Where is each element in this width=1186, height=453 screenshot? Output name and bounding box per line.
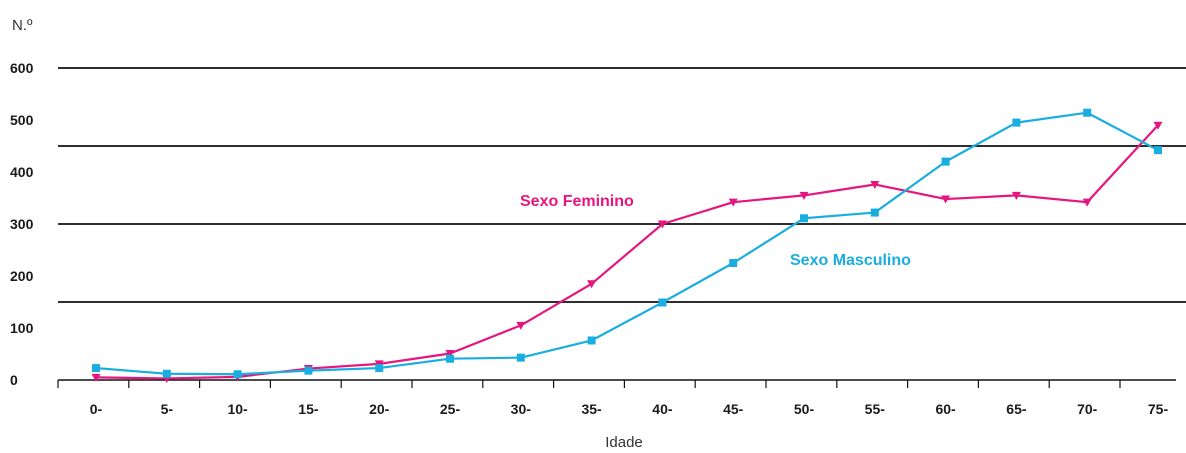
series-sexo-feminino — [91, 121, 1163, 383]
x-axis — [57, 379, 1176, 388]
y-tick-label: 600 — [10, 60, 34, 76]
x-tick-label: 60- — [935, 401, 956, 417]
x-tick-label: 25- — [440, 401, 461, 417]
data-point — [1082, 198, 1092, 207]
x-tick-label: 10- — [227, 401, 248, 417]
x-tick-labels: 0- 5- 10- 15- 20- 25- 30- 35- 40- 45- 50- 55- 60- 65-… — [90, 401, 1169, 417]
data-point — [446, 354, 454, 363]
series-line — [95, 124, 1159, 380]
series-label-sexo-feminino: Sexo Feminino — [520, 193, 634, 210]
x-tick-label: 35- — [581, 401, 602, 417]
x-axis-title: Idade — [605, 434, 643, 451]
x-tick-label: 15- — [298, 401, 319, 417]
data-point — [233, 370, 242, 379]
data-point — [657, 220, 667, 229]
x-tick-label: 65- — [1006, 401, 1027, 417]
data-point — [375, 364, 384, 373]
data-point — [516, 353, 525, 362]
data-point — [1011, 191, 1021, 200]
data-point — [516, 321, 526, 330]
data-point — [587, 336, 596, 345]
data-point — [1012, 118, 1021, 127]
data-point — [870, 180, 880, 189]
y-tick-label: 100 — [10, 320, 34, 336]
x-tick-label: 20- — [369, 401, 390, 417]
data-point — [658, 298, 667, 307]
horizontal-lines — [58, 67, 1186, 303]
x-tick-label: 75- — [1148, 401, 1169, 417]
y-tick-label: 500 — [10, 112, 34, 128]
data-point — [445, 349, 455, 358]
y-axis-title: N.º — [12, 17, 33, 34]
x-tick-label: 70- — [1077, 401, 1098, 417]
y-tick-label: 300 — [10, 216, 34, 232]
data-point — [1153, 121, 1163, 130]
series-sexo-masculino — [92, 108, 1162, 379]
x-tick-label: 5- — [161, 401, 174, 417]
data-point — [162, 369, 171, 378]
x-tick-label: 55- — [865, 401, 886, 417]
data-point — [304, 366, 313, 375]
x-tick-label: 0- — [90, 401, 103, 417]
y-tick-label: 0 — [10, 372, 18, 388]
y-tick-labels: 0 100 200 300 400 500 600 — [10, 60, 34, 388]
x-tick-label: 45- — [723, 401, 744, 417]
data-point — [941, 157, 950, 166]
series-group — [91, 108, 1163, 383]
series-line — [95, 111, 1159, 376]
x-tick-label: 50- — [794, 401, 815, 417]
series-label-sexo-masculino: Sexo Masculino — [790, 252, 911, 269]
y-tick-label: 400 — [10, 164, 34, 180]
data-point — [92, 364, 100, 373]
data-point — [799, 191, 809, 200]
data-point — [729, 259, 738, 267]
data-point — [800, 214, 808, 223]
x-tick-label: 40- — [652, 401, 673, 417]
y-tick-label: 200 — [10, 268, 34, 284]
data-point — [587, 280, 597, 289]
data-point — [870, 208, 879, 217]
data-point — [728, 198, 738, 207]
data-point — [941, 195, 951, 204]
data-point — [1154, 146, 1162, 155]
data-point — [1083, 108, 1092, 117]
data-point — [91, 373, 101, 382]
x-tick-label: 30- — [511, 401, 532, 417]
